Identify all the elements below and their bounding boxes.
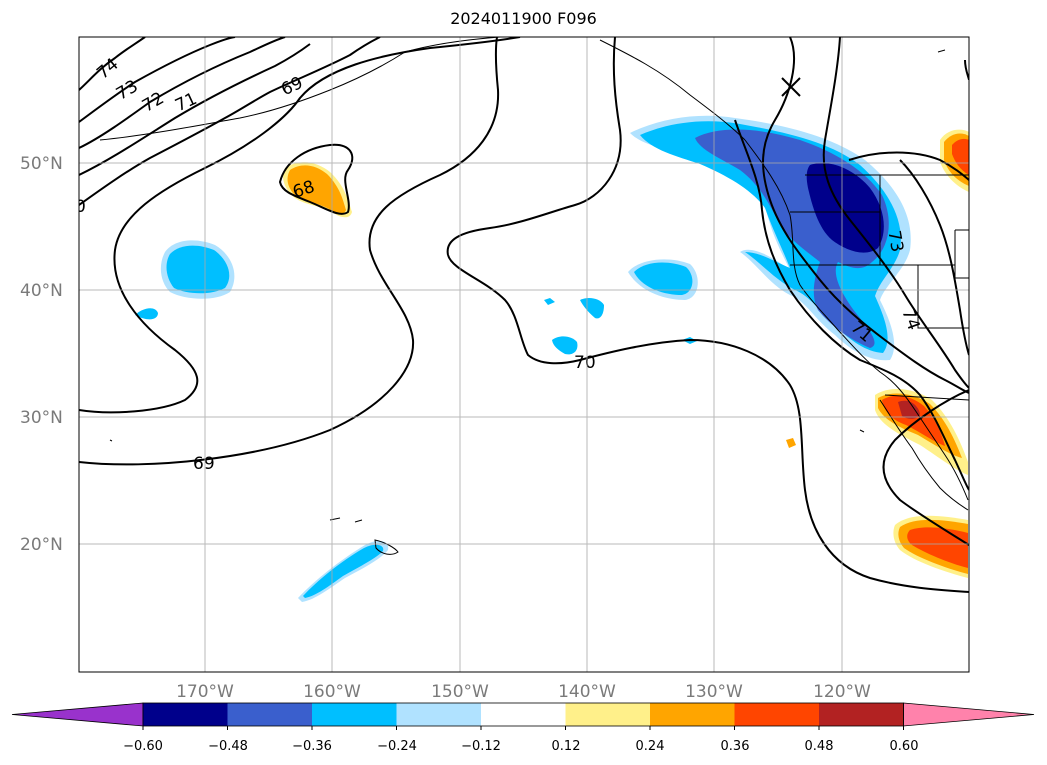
positive-anomaly-baja-core [898,400,920,419]
colorbar-segment [227,703,313,726]
lon-label-130w: 130°W [685,682,743,702]
contour-71-east [734,119,969,491]
negative-anomaly-nw-core [806,162,884,253]
anomaly-shading [135,115,969,602]
negative-anomaly-small-5 [544,298,555,305]
contour-71 [79,43,311,176]
negative-anomaly-small-3 [580,297,604,319]
colorbar-label-10: 0.60 [890,739,919,754]
gridlines [79,37,969,672]
negative-anomaly-170w-inner [166,245,230,294]
lon-label-150w: 150°W [431,682,489,702]
lat-label-50n: 50°N [20,154,63,174]
map-title: 2024011900 F096 [450,9,597,28]
colorbar-segment [312,703,397,726]
colorbar-label-7: 0.24 [636,739,665,754]
colorbar-segment [650,703,735,726]
na-west-coast [744,139,969,501]
colorbar-label-5: −0.12 [461,739,501,754]
positive-anomaly-160w-inner [287,165,346,214]
colorbar-label-9: 0.48 [805,739,834,754]
negative-anomaly-small-1 [135,308,158,320]
colorbar: −0.60 −0.48 −0.36 −0.24 −0.12 0.12 0.24 … [11,702,1035,754]
aleutian-islands [99,51,406,141]
contour-label-69-south: 69 [193,454,215,474]
us-mexico-border [884,394,969,401]
lat-label-30n: 30°N [20,408,63,428]
lon-label-140w: 140°W [558,682,616,702]
contour-east-lower [882,389,969,546]
contour-70-west [79,37,381,206]
colorbar-tick-labels: −0.60 −0.48 −0.36 −0.24 −0.12 0.12 0.24 … [123,739,918,754]
positive-anomaly-small [786,438,796,448]
negative-anomaly-small-4 [552,336,578,355]
latitude-labels: 50°N 40°N 30°N 20°N [20,154,63,555]
contour-ne-loop [848,151,969,181]
contour-72 [79,37,286,149]
positive-anomaly-ne-red [952,138,969,175]
contour-label-0: 0 [75,197,86,217]
baja-peninsula [879,399,969,511]
colorbar-label-4: −0.24 [377,739,417,754]
contour-70-loop [447,254,969,593]
contour-74-east [899,159,969,356]
contour-69-west [79,37,521,414]
colorbar-label-6: 0.12 [552,739,581,754]
small-islands [109,49,946,442]
contour-69-south [79,37,500,466]
contour-68-closed [278,143,354,215]
height-contours [79,37,969,593]
colorbar-outline [142,702,904,727]
colorbar-segment [396,703,482,726]
colorbar-segment [819,703,904,726]
contour-72-east [762,37,969,394]
contour-73 [79,37,236,123]
colorbar-label-3: −0.36 [292,739,332,754]
colorbar-segment [734,703,820,726]
positive-anomaly-baja-red [882,395,945,446]
colorbar-segment [565,703,651,726]
contour-label-73-east: 73 [883,229,906,254]
colorbar-extend-high [903,702,1035,727]
contour-ne-x [781,77,801,97]
contour-70-central [446,37,622,256]
positive-anomaly-south-red [907,527,968,568]
lat-label-20n: 20°N [20,535,63,555]
lat-label-40n: 40°N [20,281,63,301]
colorbar-label-1: −0.60 [123,739,163,754]
negative-anomaly-hawaii-inner [303,544,384,598]
lon-label-120w: 120°W [813,682,871,702]
state-borders [790,175,969,329]
coastlines [99,37,969,555]
longitude-labels: 170°W 160°W 150°W 140°W 130°W 120°W [176,682,871,702]
contour-label-70: 70 [574,353,596,373]
map-frame [78,36,970,673]
colorbar-segments [11,702,1035,727]
colorbar-label-8: 0.36 [721,739,750,754]
contour-74 [79,37,146,91]
map-area [79,37,969,672]
negative-anomaly-small-2-inner [634,262,693,295]
colorbar-label-2: −0.48 [208,739,248,754]
lon-label-160w: 160°W [303,682,361,702]
colorbar-segment [481,703,566,726]
colorbar-extend-low [11,702,144,727]
lon-label-170w: 170°W [176,682,234,702]
contour-73-east [822,37,969,389]
colorbar-segment [143,703,228,726]
colorbar-ticks [142,726,904,730]
